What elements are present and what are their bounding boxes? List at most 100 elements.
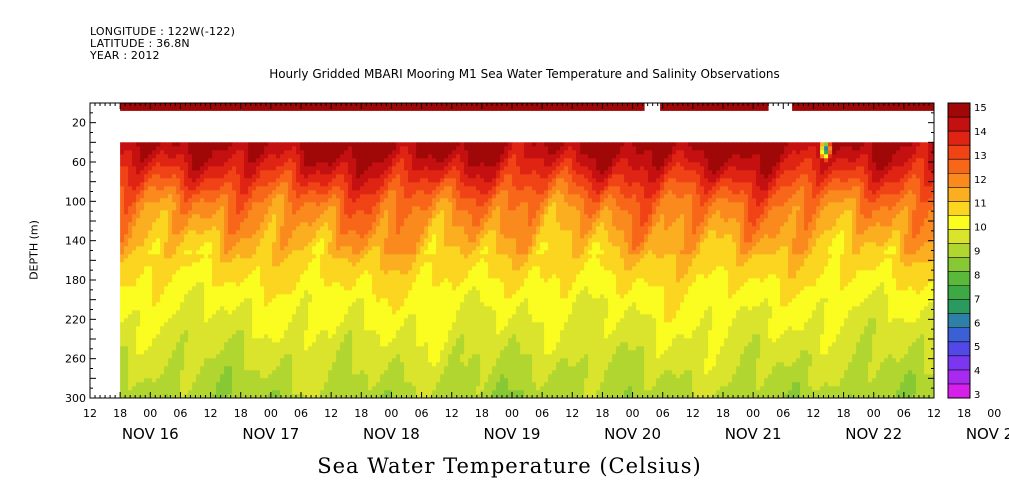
surface-cell [276,103,281,111]
heatmap-cell [176,226,181,231]
heatmap-cell [168,230,173,235]
surface-cell [548,103,553,111]
heatmap-cell [148,306,153,311]
heatmap-cell [236,354,241,359]
heatmap-cell [248,154,253,159]
heatmap-cell [184,302,189,307]
heatmap-cell [212,338,217,343]
heatmap-cell [124,174,129,179]
heatmap-cell [412,338,417,343]
heatmap-cell [260,274,265,279]
heatmap-cell [208,234,213,239]
heatmap-cell [132,206,137,211]
heatmap-cell [328,178,333,183]
heatmap-cell [328,318,333,323]
heatmap-cell [236,198,241,203]
heatmap-cell [416,246,421,251]
heatmap-cell [192,238,197,243]
heatmap-cell [120,378,125,383]
heatmap-cell [304,326,309,331]
heatmap-cell [260,334,265,339]
heatmap-cell [364,326,369,331]
heatmap-cell [380,234,385,239]
heatmap-cell [284,378,289,383]
heatmap-cell [308,266,313,271]
heatmap-cell [224,242,229,247]
heatmap-cell [236,326,241,331]
heatmap-cell [212,318,217,323]
heatmap-cell [236,190,241,195]
heatmap-cell [276,262,281,267]
heatmap-cell [200,174,205,179]
heatmap-cell [276,338,281,343]
heatmap-cell [144,250,149,255]
heatmap-cell [356,166,361,171]
heatmap-cell [408,250,413,255]
heatmap-cell [316,218,321,223]
heatmap-cell [188,386,193,391]
heatmap-cell [272,390,277,395]
heatmap-cell [396,230,401,235]
heatmap-cell [164,290,169,295]
heatmap-cell [396,338,401,343]
heatmap-cell [200,250,205,255]
heatmap-cell [364,206,369,211]
surface-cell [916,103,921,111]
heatmap-cell [176,302,181,307]
surface-cell [684,103,689,111]
heatmap-cell [152,218,157,223]
heatmap-cell [324,346,329,351]
heatmap-cell [240,186,245,191]
heatmap-cell [176,214,181,219]
heatmap-cell [268,222,273,227]
heatmap-cell [184,170,189,175]
heatmap-cell [248,142,253,147]
heatmap-cell [256,350,261,355]
heatmap-cell [140,366,145,371]
heatmap-cell [336,382,341,387]
heatmap-cell [252,190,257,195]
heatmap-cell [316,274,321,279]
heatmap-cell [132,222,137,227]
surface-cell [268,103,273,111]
heatmap-cell [164,390,169,395]
heatmap-cell [136,322,141,327]
heatmap-cell [236,182,241,187]
heatmap-cell [328,266,333,271]
heatmap-cell [252,154,257,159]
heatmap-cell [304,174,309,179]
heatmap-cell [388,142,393,147]
heatmap-cell [316,210,321,215]
heatmap-cell [408,142,413,147]
heatmap-cell [296,358,301,363]
heatmap-cell [364,238,369,243]
heatmap-cell [256,318,261,323]
heatmap-cell [224,254,229,259]
heatmap-cell [184,266,189,271]
heatmap-cell [272,286,277,291]
heatmap-cell [384,166,389,171]
heatmap-cell [356,278,361,283]
heatmap-cell [284,274,289,279]
surface-cell [640,103,645,111]
heatmap-cell [272,366,277,371]
heatmap-cell [148,338,153,343]
heatmap-cell [156,346,161,351]
heatmap-cell [220,374,225,379]
heatmap-cell [136,302,141,307]
heatmap-cell [144,214,149,219]
heatmap-cell [296,150,301,155]
heatmap-cell [380,306,385,311]
heatmap-cell [388,206,393,211]
heatmap-cell [332,162,337,167]
heatmap-cell [264,238,269,243]
heatmap-cell [184,230,189,235]
heatmap-cell [400,210,405,215]
heatmap-cell [212,362,217,367]
heatmap-cell [348,294,353,299]
heatmap-cell [244,322,249,327]
heatmap-cell [164,330,169,335]
heatmap-cell [392,234,397,239]
heatmap-cell [148,222,153,227]
heatmap-cell [140,390,145,395]
